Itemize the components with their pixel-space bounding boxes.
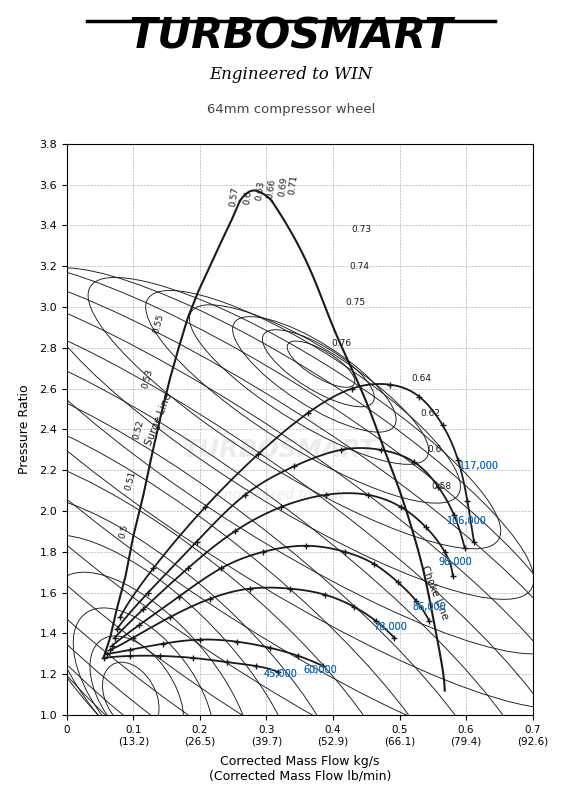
Text: 86,000: 86,000 [413,602,446,612]
Text: 117,000: 117,000 [459,461,499,471]
Text: TURBOSMART: TURBOSMART [183,438,377,462]
Text: 0.6: 0.6 [427,445,442,455]
Text: 60,000: 60,000 [303,666,337,675]
Text: 0.66: 0.66 [266,177,278,199]
Text: 0.57: 0.57 [229,186,240,207]
Text: 106,000: 106,000 [448,516,487,527]
Text: 0.62: 0.62 [421,408,441,418]
Text: 6,0000: 6,0000 [303,666,337,675]
Text: 0.76: 0.76 [332,340,352,348]
Y-axis label: Pressure Ratio: Pressure Ratio [18,384,31,475]
Text: TURBOSMART: TURBOSMART [129,16,453,58]
Text: 0.71: 0.71 [288,173,299,195]
Text: 64mm compressor wheel: 64mm compressor wheel [207,103,375,116]
Text: Engineered to WIN: Engineered to WIN [210,66,372,83]
Text: Surge Line: Surge Line [144,392,174,447]
Text: 0.58: 0.58 [431,482,452,491]
Text: 45,000: 45,000 [263,670,297,679]
Text: 106,000: 106,000 [448,516,487,527]
Text: 98,000: 98,000 [438,557,472,567]
Text: 0.52: 0.52 [132,419,146,440]
Text: 0.74: 0.74 [350,262,370,271]
Text: 86,000: 86,000 [413,602,446,612]
Text: 117,000: 117,000 [459,461,499,471]
Text: 0.73: 0.73 [352,225,372,234]
Text: Engineered to WIN: Engineered to WIN [215,487,345,502]
Text: 78,000: 78,000 [373,622,407,632]
Text: 0.5: 0.5 [118,523,130,539]
Text: 45,000: 45,000 [263,670,297,679]
Text: 0.69: 0.69 [277,176,289,197]
X-axis label: Corrected Mass Flow kg/s
(Corrected Mass Flow lb/min): Corrected Mass Flow kg/s (Corrected Mass… [208,755,391,783]
Text: 0.64: 0.64 [411,374,431,383]
Text: 0.53: 0.53 [141,368,155,389]
Text: 0.63: 0.63 [254,180,265,201]
Text: 0.75: 0.75 [345,299,365,308]
Text: 78,000: 78,000 [373,622,407,632]
Text: 0.51: 0.51 [123,470,137,491]
Text: 0.55: 0.55 [151,312,165,334]
Text: Choke Line: Choke Line [420,564,450,621]
Text: 98,000: 98,000 [438,557,472,567]
Text: 0.6: 0.6 [242,189,253,205]
